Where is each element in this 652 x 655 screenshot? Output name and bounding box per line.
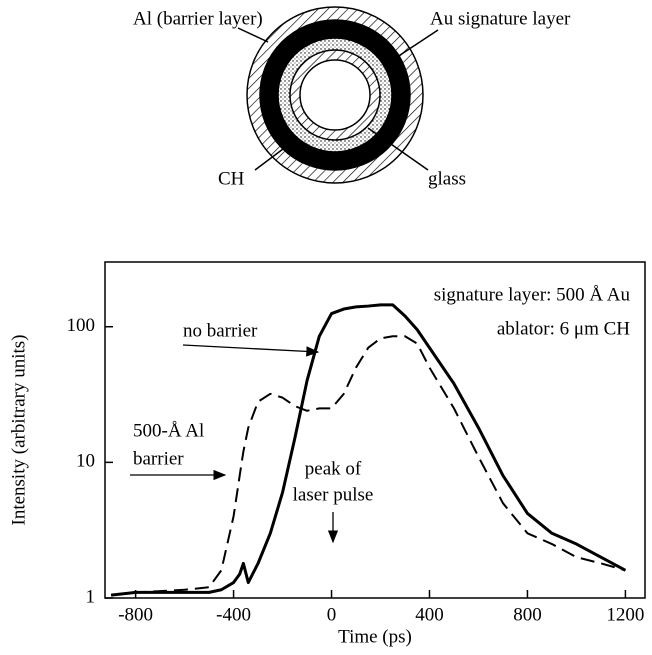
x-tick-label: 1200 — [606, 604, 644, 625]
x-tick-label: 800 — [513, 604, 542, 625]
arrow — [182, 344, 320, 357]
leader — [367, 127, 429, 171]
leader — [384, 29, 439, 66]
x-tick-label: 400 — [415, 604, 444, 625]
annotation: no barrier — [183, 320, 258, 341]
annotation: laser pulse — [293, 484, 374, 505]
plot-frame — [104, 261, 646, 599]
y-axis-title: Intensity (arbitrary units) — [8, 334, 29, 525]
diagram-label: Al (barrier layer) — [133, 8, 263, 29]
hollow — [299, 59, 371, 131]
x-axis-title: Time (ps) — [338, 626, 412, 647]
x-tick-label: -400 — [216, 604, 251, 625]
x-tick-label: -800 — [118, 604, 153, 625]
x-tick-label: 0 — [327, 604, 337, 625]
leader — [254, 139, 296, 171]
diagram-label: CH — [218, 168, 245, 189]
line — [110, 303, 627, 597]
annotation: 500-Å Al — [133, 420, 204, 441]
annotation: signature layer: 500 Å Au — [434, 284, 631, 305]
target-diagram — [237, 6, 439, 184]
annotation: barrier — [133, 448, 184, 469]
annotation: peak of — [305, 458, 362, 479]
line — [111, 335, 626, 597]
y-tick-label: 100 — [67, 315, 96, 336]
leader — [237, 27, 269, 43]
y-tick-label: 10 — [76, 451, 95, 472]
y-tick-label: 1 — [86, 586, 96, 607]
annotation: ablator: 6 μm CH — [497, 318, 630, 339]
diagram-label: glass — [428, 168, 466, 189]
diagram-label: Au signature layer — [430, 8, 571, 29]
